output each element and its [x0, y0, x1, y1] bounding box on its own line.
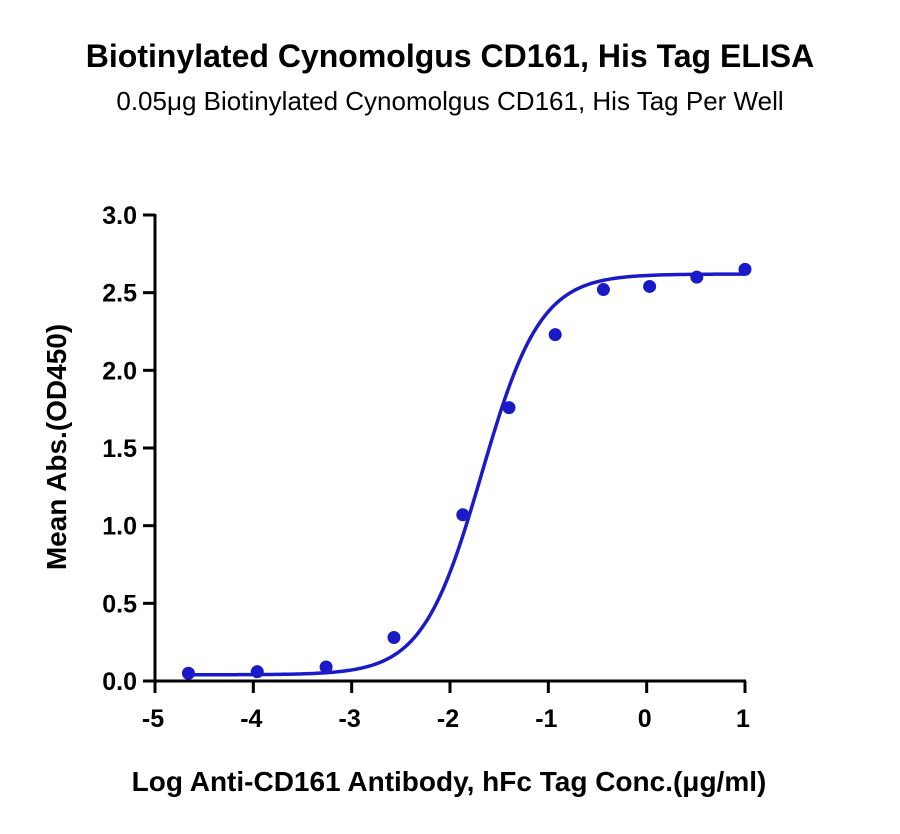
- data-point: [596, 283, 610, 297]
- x-axis-label: Log Anti-CD161 Antibody, hFc Tag Conc.(μ…: [132, 766, 767, 797]
- y-tick-label: 0.0: [102, 668, 137, 696]
- data-point: [690, 270, 704, 284]
- data-point: [250, 665, 264, 679]
- x-tick-label: -3: [339, 705, 361, 733]
- x-tick-label: -2: [437, 705, 459, 733]
- x-tick-label: -1: [535, 705, 557, 733]
- data-points: [181, 262, 752, 680]
- y-tick-label: 2.5: [102, 280, 137, 308]
- data-point: [181, 666, 195, 680]
- x-tick-label: 0: [638, 705, 652, 733]
- data-point: [738, 262, 752, 276]
- data-point: [548, 328, 562, 342]
- y-axis: 0.0 0.5 1.0 1.5 2.0 2.5 3.0: [102, 202, 157, 696]
- data-point: [502, 401, 516, 415]
- data-point: [319, 660, 333, 674]
- x-axis: -5 -4 -3 -2 -1 0 1: [142, 679, 750, 733]
- x-tick-label: -5: [142, 705, 164, 733]
- y-tick-label: 1.5: [102, 435, 137, 463]
- y-tick-label: 1.0: [102, 513, 137, 541]
- data-point: [387, 631, 401, 645]
- y-tick-label: 2.0: [102, 357, 137, 385]
- data-point: [456, 508, 470, 522]
- y-tick-label: 3.0: [102, 202, 137, 230]
- data-point: [643, 279, 657, 293]
- fit-curve: [188, 272, 745, 677]
- x-tick-label: 1: [736, 705, 750, 733]
- y-axis-label: Mean Abs.(OD450): [41, 324, 72, 570]
- x-tick-label: -4: [240, 705, 262, 733]
- y-tick-label: 0.5: [102, 590, 137, 618]
- chart-subtitle: 0.05μg Biotinylated Cynomolgus CD161, Hi…: [116, 86, 784, 116]
- chart-title: Biotinylated Cynomolgus CD161, His Tag E…: [85, 38, 815, 74]
